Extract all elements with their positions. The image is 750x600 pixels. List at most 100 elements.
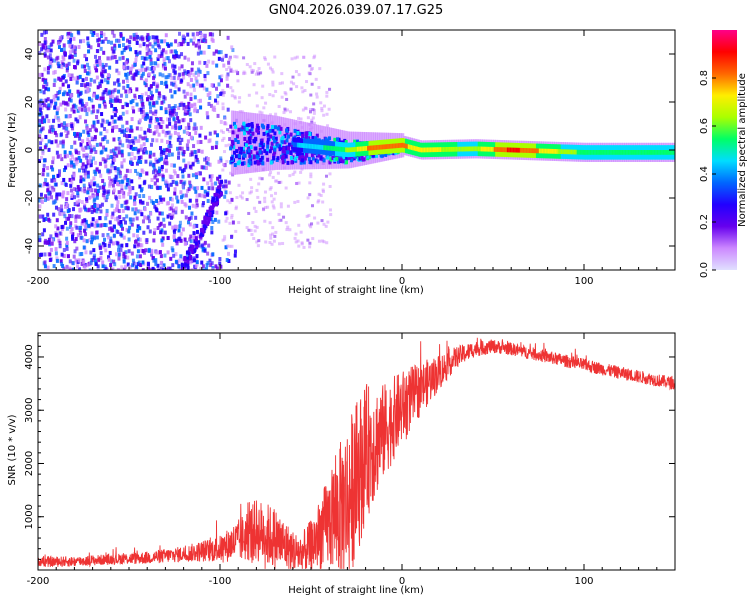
spectrogram-noise-cell (286, 204, 290, 208)
spectrogram-noise-cell (228, 244, 232, 248)
spectrogram-noise-cell (311, 116, 315, 120)
spectrogram-noise-cell (80, 98, 84, 103)
spectrogram-ridge-cell (607, 150, 610, 155)
spectrogram-noise-cell (245, 63, 249, 67)
spectrogram-noise-cell (251, 221, 255, 225)
spectrogram-ridge-cell (258, 160, 262, 165)
spectrogram-noise-cell (102, 182, 106, 187)
spectrogram-noise-cell (255, 104, 259, 108)
spectrogram-noise-cell (53, 70, 57, 75)
spectrogram-noise-cell (41, 115, 45, 120)
spectrogram-noise-cell (162, 223, 166, 228)
spectrogram-noise-cell (138, 95, 142, 100)
spectrogram-noise-cell (85, 199, 89, 204)
spectrogram-ridge-cell (242, 161, 246, 166)
spectrogram-noise-cell (149, 150, 153, 155)
snr-x-tick-label: -100 (209, 576, 232, 587)
spectrogram-noise-cell (56, 154, 60, 159)
spectrogram-noise-cell (95, 219, 99, 224)
spectrogram-noise-cell (38, 118, 42, 123)
spectrogram-noise-cell (315, 92, 319, 96)
spectrogram-ridge-cell (591, 150, 594, 155)
spectrogram-noise-cell (139, 188, 143, 193)
spectrogram-ridge-cell (239, 111, 243, 175)
spectrogram-noise-cell (89, 181, 93, 186)
spectrogram-ridge-cell (233, 150, 237, 155)
spectrogram-noise-cell (209, 263, 213, 268)
spectrogram-noise-cell (235, 55, 239, 59)
spectrogram-noise-cell (98, 60, 102, 65)
spectrogram-noise-cell (61, 62, 65, 67)
spectrogram-noise-cell (51, 200, 55, 205)
spectrogram-noise-cell (215, 202, 219, 207)
spectrogram-noise-cell (101, 69, 105, 74)
snr-x-tick-label: 100 (574, 576, 593, 587)
spectrogram-noise-cell (86, 41, 90, 46)
spectrogram-noise-cell (134, 266, 138, 270)
spectrogram-noise-cell (83, 68, 87, 73)
spectrogram-ridge-cell (290, 160, 294, 165)
spectrogram-noise-cell (98, 185, 102, 190)
spectrogram-noise-cell (208, 95, 212, 100)
spectrogram-noise-cell (139, 107, 143, 112)
spectrogram-noise-cell (50, 185, 54, 190)
spectrogram-ridge-cell (573, 149, 576, 155)
spectrogram-ridge-cell (276, 143, 280, 148)
spectrogram-noise-cell (111, 53, 115, 58)
spectrogram-ridge-cell (254, 113, 258, 173)
spectrogram-noise-cell (93, 236, 97, 241)
spectrogram-noise-cell (96, 38, 100, 43)
spectrogram-ridge-cell (281, 135, 285, 140)
spectrogram-noise-cell (183, 202, 187, 207)
spectrogram-noise-cell (168, 121, 172, 126)
spectrogram-noise-cell (194, 215, 198, 220)
spectrogram-noise-cell (47, 103, 51, 108)
spectrogram-noise-cell (192, 36, 196, 41)
spectrogram-noise-cell (229, 86, 233, 90)
spectrogram-noise-cell (117, 252, 121, 257)
spectrogram-noise-cell (172, 169, 176, 174)
spectrogram-noise-cell (138, 226, 142, 231)
spectrogram-noise-cell (132, 233, 136, 238)
spectrogram-ridge-cell (272, 153, 276, 158)
spectrogram-noise-cell (179, 102, 183, 107)
spectrogram-noise-cell (81, 139, 85, 144)
spectrogram-noise-cell (127, 249, 131, 254)
spectrogram-ridge-cell (367, 155, 371, 160)
spectrogram-noise-cell (145, 66, 149, 71)
spectrogram-noise-cell (42, 30, 46, 35)
spectrogram-noise-cell (152, 75, 156, 80)
spectrogram-ridge-cell (549, 148, 552, 154)
spectrogram-ridge-cell (659, 150, 662, 155)
spectrogram-noise-cell (76, 61, 80, 66)
spectrogram-ridge-cell (588, 150, 591, 155)
spectrogram-noise-cell (234, 205, 238, 209)
spectrogram-noise-cell (283, 91, 287, 95)
spectrogram-noise-cell (147, 247, 151, 252)
spectrogram-noise-cell (142, 230, 146, 235)
spectrogram-ridge-cell (384, 152, 388, 157)
spectrogram-ridge-cell (265, 148, 269, 153)
spectrogram-ridge-cell (546, 148, 549, 154)
spectrogram-noise-cell (271, 226, 275, 230)
spectrogram-noise-cell (49, 48, 53, 53)
spectrogram-ridge-cell (236, 139, 240, 144)
spectrogram-noise-cell (142, 142, 146, 147)
spectrogram-noise-cell (319, 193, 323, 197)
spectrogram-noise-cell (55, 150, 59, 155)
spectrogram-noise-cell (186, 259, 190, 264)
spectrogram-noise-cell (164, 155, 168, 160)
spectrogram-ridge-cell (325, 153, 329, 158)
spectrogram-noise-cell (164, 133, 168, 138)
spectrogram-noise-cell (268, 93, 272, 97)
spectrogram-noise-cell (148, 54, 152, 59)
spectrogram-noise-cell (250, 233, 254, 237)
spectrogram-ridge-cell (333, 146, 336, 152)
spectrogram-ridge-cell (305, 131, 309, 136)
spectrogram-noise-cell (145, 44, 149, 49)
spectrogram-noise-cell (216, 94, 220, 99)
spectrogram-noise-cell (189, 96, 193, 101)
spectrogram-ridge-cell (444, 147, 447, 152)
spectrogram-noise-cell (133, 96, 137, 101)
spectrogram-noise-cell (159, 117, 163, 122)
